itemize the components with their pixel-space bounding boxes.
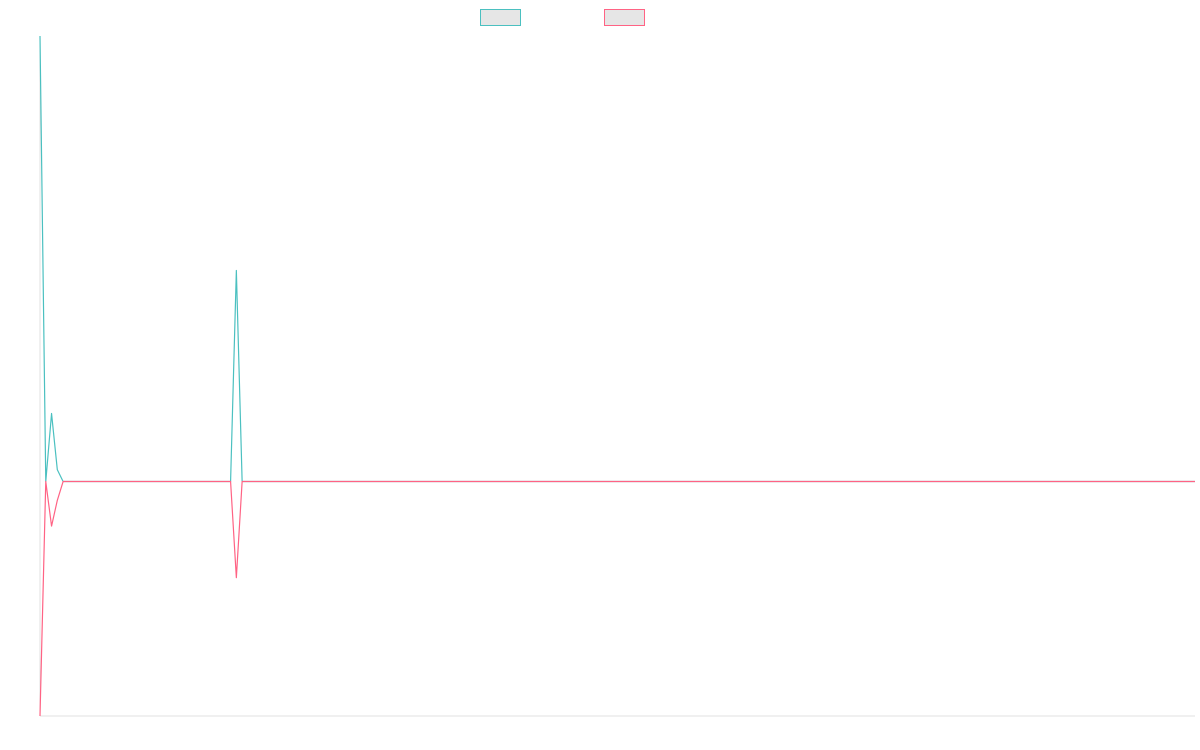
series-line-1 xyxy=(39,35,1195,483)
axes xyxy=(39,36,1195,717)
legend-swatch-2[interactable] xyxy=(604,9,645,26)
legend[interactable] xyxy=(480,9,645,26)
legend-swatch-1[interactable] xyxy=(480,9,521,26)
series-line-2 xyxy=(39,480,1195,717)
series-layer xyxy=(39,35,1195,717)
